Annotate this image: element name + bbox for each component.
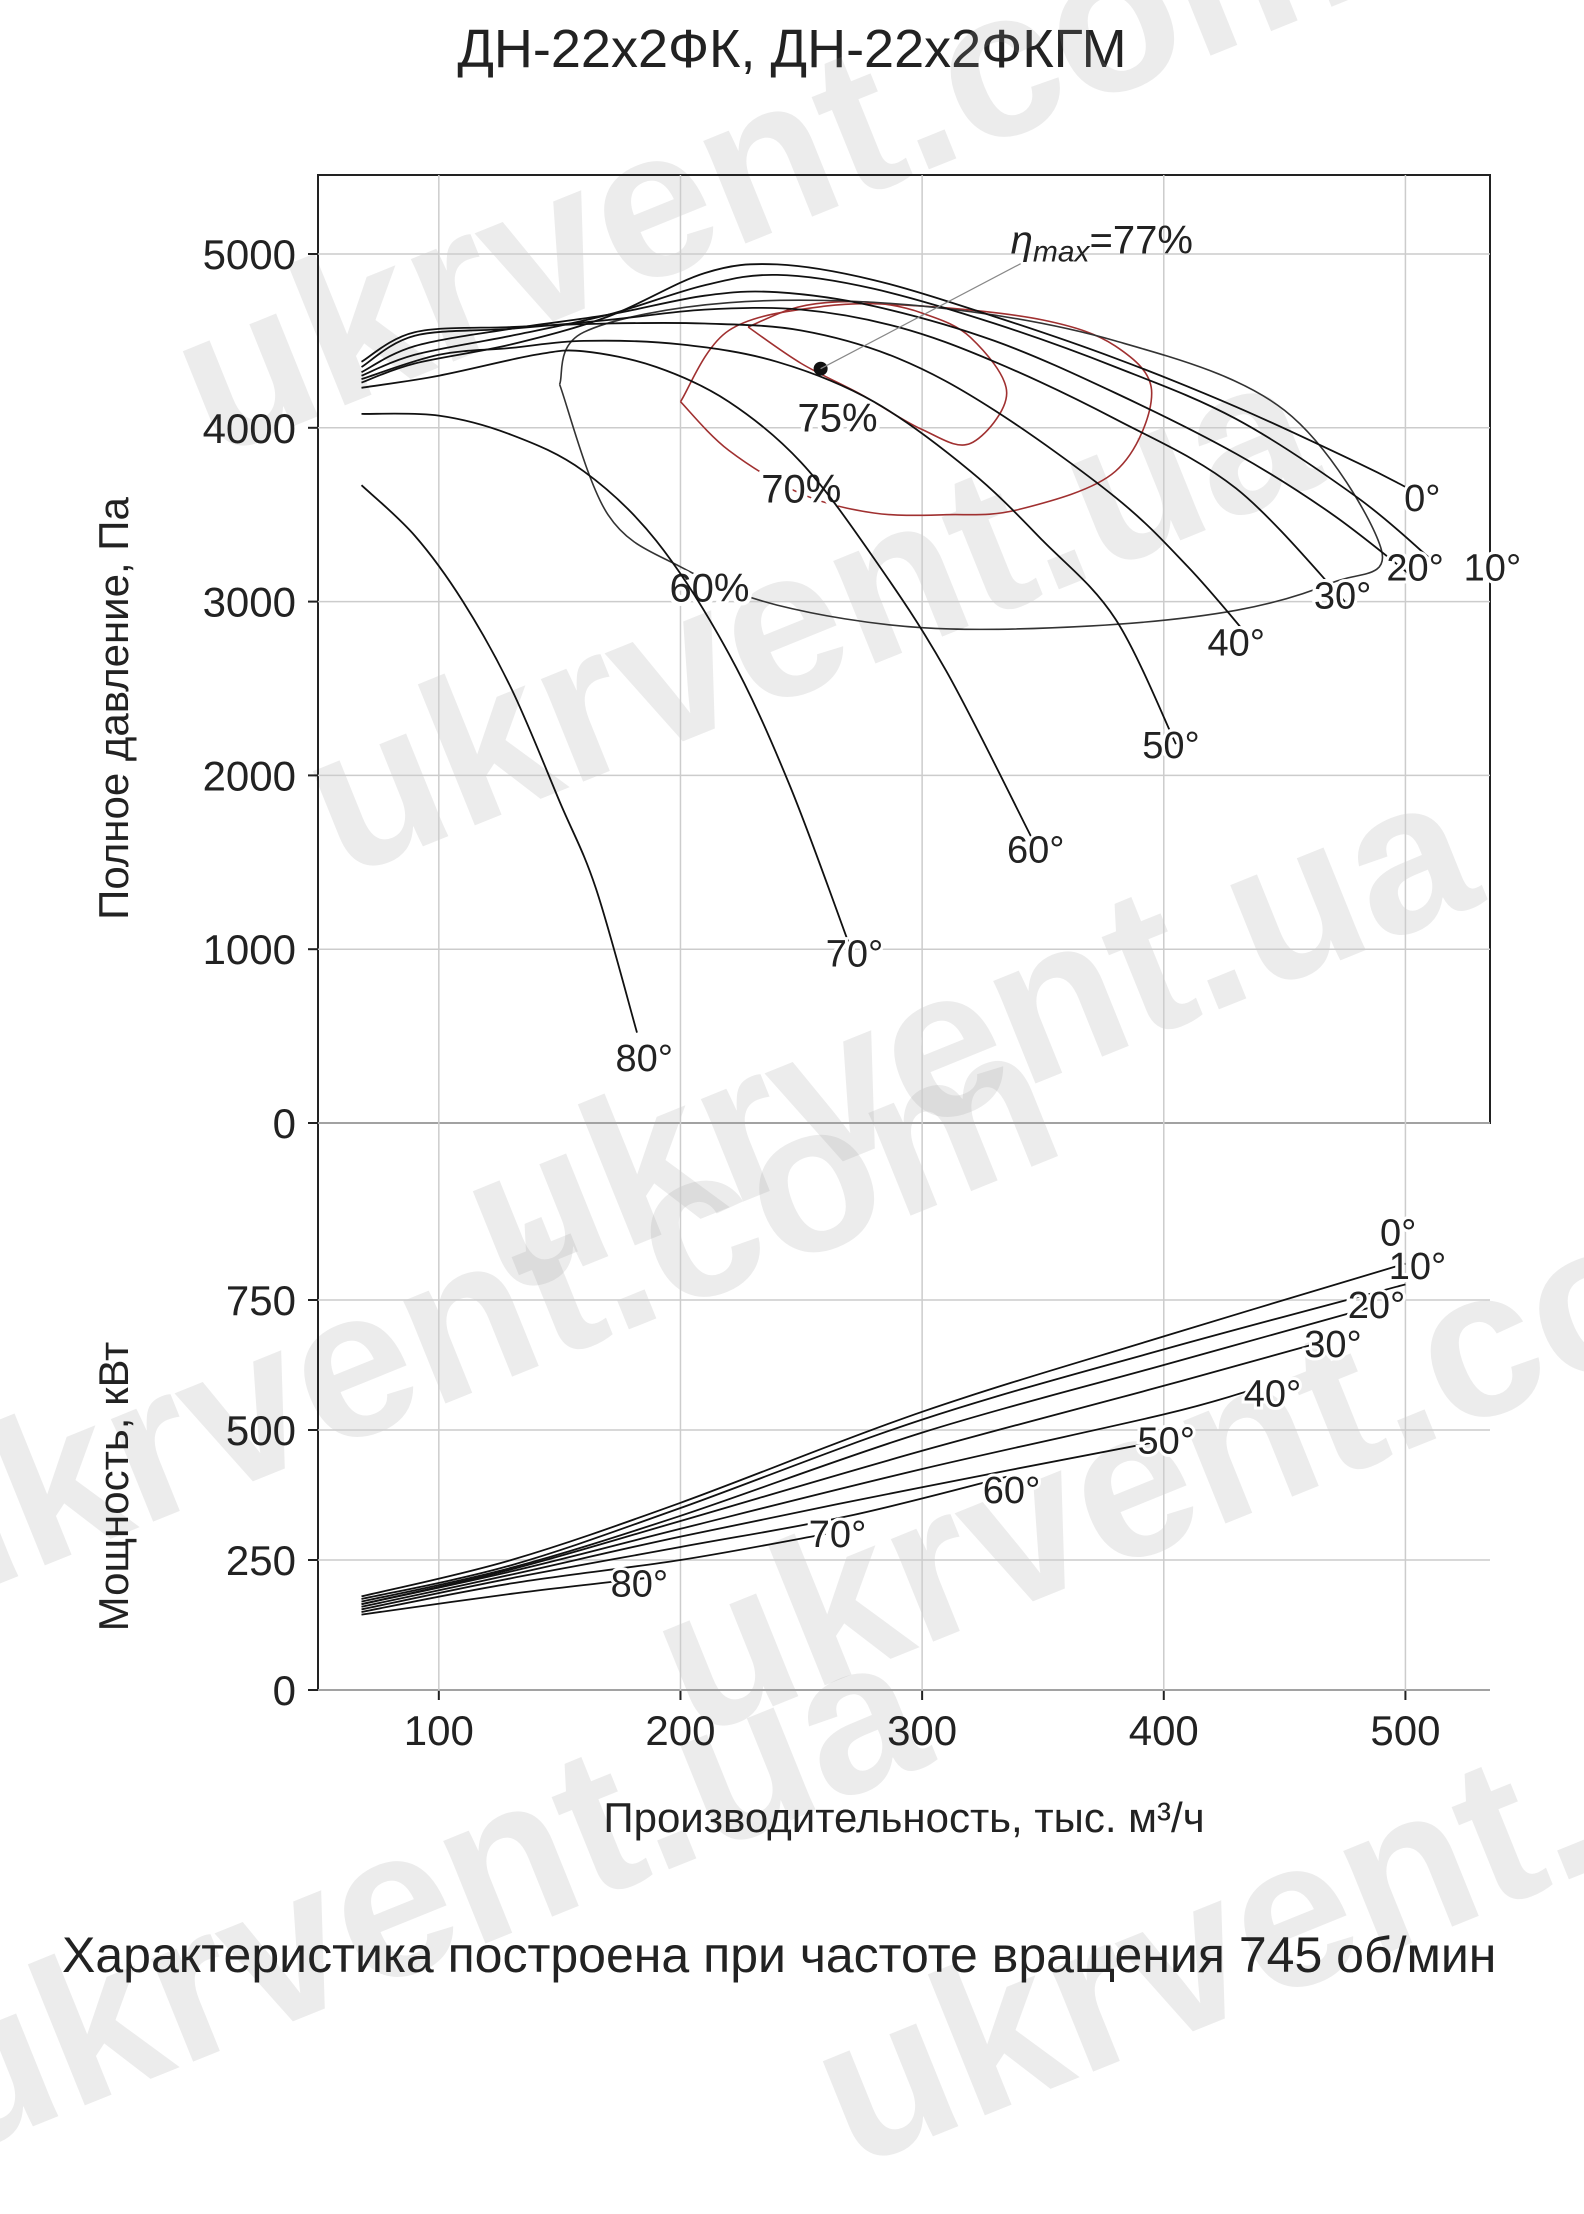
pressure-y-axis-label: Полное давление, Па xyxy=(90,497,137,920)
x-axis-label: Производительность, тыс. м³/ч xyxy=(603,1794,1204,1841)
pressure-curve-label: 10° xyxy=(1464,548,1521,590)
pressure-curve xyxy=(361,321,1250,637)
efficiency-contour xyxy=(558,299,1384,631)
x-tick-label: 200 xyxy=(645,1707,715,1754)
power-curve-label: 70° xyxy=(809,1514,866,1556)
power-curve xyxy=(361,1439,1164,1608)
power-curve-label: 40° xyxy=(1244,1374,1301,1416)
x-tick-label: 400 xyxy=(1129,1707,1199,1754)
power-curve-label: 20° xyxy=(1348,1285,1405,1327)
pressure-y-tick-label: 3000 xyxy=(203,579,296,626)
pressure-curve xyxy=(361,263,1406,488)
efficiency-label: 75% xyxy=(798,396,878,440)
x-tick-label: 500 xyxy=(1370,1707,1440,1754)
power-curve xyxy=(361,1262,1406,1598)
pressure-plot-frame xyxy=(317,174,1491,1124)
pressure-y-tick-label: 1000 xyxy=(203,926,296,973)
pressure-curve-label: 40° xyxy=(1208,622,1265,664)
efficiency-contour xyxy=(679,302,1153,517)
efficiency-label: 60% xyxy=(669,567,749,611)
pressure-y-tick-label: 4000 xyxy=(203,405,296,452)
pressure-curve-label: 50° xyxy=(1142,725,1199,767)
power-y-tick-label: 250 xyxy=(226,1537,296,1584)
pressure-curve xyxy=(360,484,638,1033)
power-curve-label: 30° xyxy=(1304,1324,1361,1366)
footnote: Характеристика построена при частоте вра… xyxy=(62,1927,1497,1983)
pressure-curve-label: 60° xyxy=(1007,829,1064,871)
pressure-curve-label: 30° xyxy=(1314,576,1371,618)
pressure-curve xyxy=(361,349,1032,837)
power-curve-label: 80° xyxy=(611,1563,668,1605)
power-curve xyxy=(361,1577,645,1616)
efficiency-label: 70% xyxy=(761,468,841,512)
eta-max-leader xyxy=(820,263,1021,370)
chart-title: ДН-22х2ФК, ДН-22х2ФКГМ xyxy=(457,19,1127,79)
power-curve xyxy=(361,1533,826,1613)
pressure-y-tick-label: 0 xyxy=(273,1100,296,1147)
power-y-axis-label: Мощность, кВт xyxy=(90,1342,137,1632)
pressure-curve xyxy=(361,339,1177,745)
power-curve xyxy=(361,1283,1406,1600)
x-tick-label: 100 xyxy=(404,1707,474,1754)
power-curve-label: 0° xyxy=(1380,1212,1416,1254)
pressure-curve xyxy=(361,290,1419,582)
power-y-tick-label: 500 xyxy=(226,1407,296,1454)
pressure-curve-label: 70° xyxy=(826,934,883,976)
pressure-curve xyxy=(361,273,1431,559)
pressure-curve xyxy=(361,306,1346,603)
power-curve xyxy=(361,1306,1370,1603)
chart-area: 100 200 300 400 5000100020003000400050000250… xyxy=(90,174,1522,1841)
pressure-curve-label: 80° xyxy=(615,1038,672,1080)
pressure-curve xyxy=(361,412,851,947)
power-curve xyxy=(361,1338,1334,1606)
power-y-tick-label: 750 xyxy=(226,1277,296,1324)
power-curve-label: 50° xyxy=(1137,1420,1194,1462)
x-tick-label: 300 xyxy=(887,1707,957,1754)
pressure-curve-label: 20° xyxy=(1386,548,1443,590)
power-curve-label: 60° xyxy=(983,1470,1040,1512)
power-y-tick-label: 0 xyxy=(273,1667,296,1714)
power-curve-label: 10° xyxy=(1389,1246,1446,1288)
power-curve xyxy=(361,1390,1249,1606)
power-curve xyxy=(361,1475,1007,1611)
pressure-curve-label: 0° xyxy=(1404,478,1440,520)
pressure-y-tick-label: 2000 xyxy=(203,752,296,799)
eta-max-label: ηmax=77% xyxy=(1011,219,1193,269)
pressure-y-tick-label: 5000 xyxy=(203,231,296,278)
